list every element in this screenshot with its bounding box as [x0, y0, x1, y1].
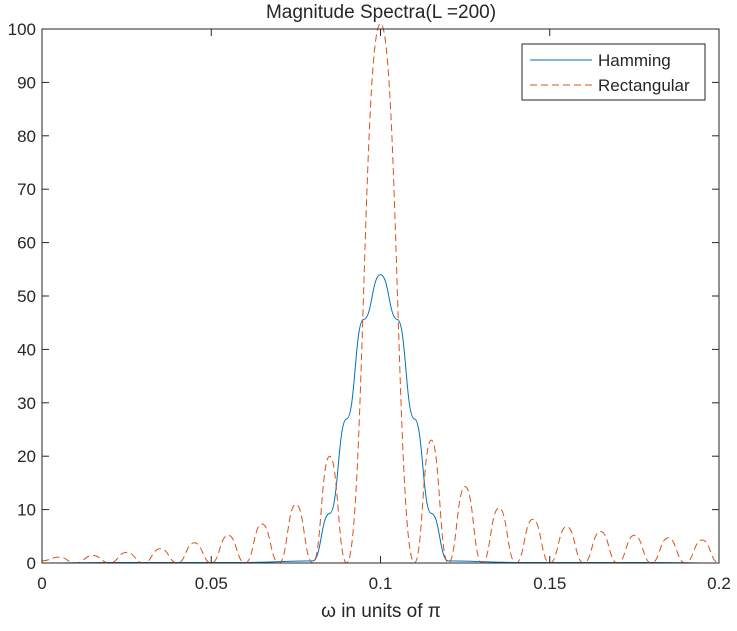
- plot-layer: [41, 23, 720, 564]
- y-tick-label: 10: [17, 501, 36, 520]
- x-tick-label: 0.15: [533, 574, 566, 593]
- x-tick-label: 0.1: [369, 574, 393, 593]
- legend-box: [521, 43, 706, 101]
- chart-title: Magnitude Spectra(L =200): [266, 2, 496, 23]
- y-tick-label: 70: [17, 180, 36, 199]
- y-tick-label: 80: [17, 127, 36, 146]
- legend-label-hamming: Hamming: [598, 51, 671, 70]
- axes-layer: 0 0.05 0.1 0.15 0.2 0 10 20 30 40 50 60 70 80 90 100: [8, 20, 731, 593]
- y-tick-label: 60: [17, 234, 36, 253]
- y-tick-label: 30: [17, 394, 36, 413]
- x-axis-label: ω in units of π: [321, 601, 441, 622]
- y-tick-label: 90: [17, 73, 36, 92]
- y-tick-label: 0: [27, 554, 36, 573]
- y-tick-label: 40: [17, 340, 36, 359]
- y-tick-label: 20: [17, 447, 36, 466]
- x-tick-label: 0.2: [707, 574, 731, 593]
- y-tick-label: 50: [17, 287, 36, 306]
- legend-label-rectangular: Rectangular: [598, 76, 690, 95]
- series-line-rectangular: [41, 23, 720, 564]
- x-tick-label: 0.05: [195, 574, 228, 593]
- x-tick-label: 0: [37, 574, 46, 593]
- series-line-hamming: [41, 274, 720, 564]
- y-tick-label: 100: [8, 20, 36, 39]
- legend: Hamming Rectangular: [521, 43, 706, 101]
